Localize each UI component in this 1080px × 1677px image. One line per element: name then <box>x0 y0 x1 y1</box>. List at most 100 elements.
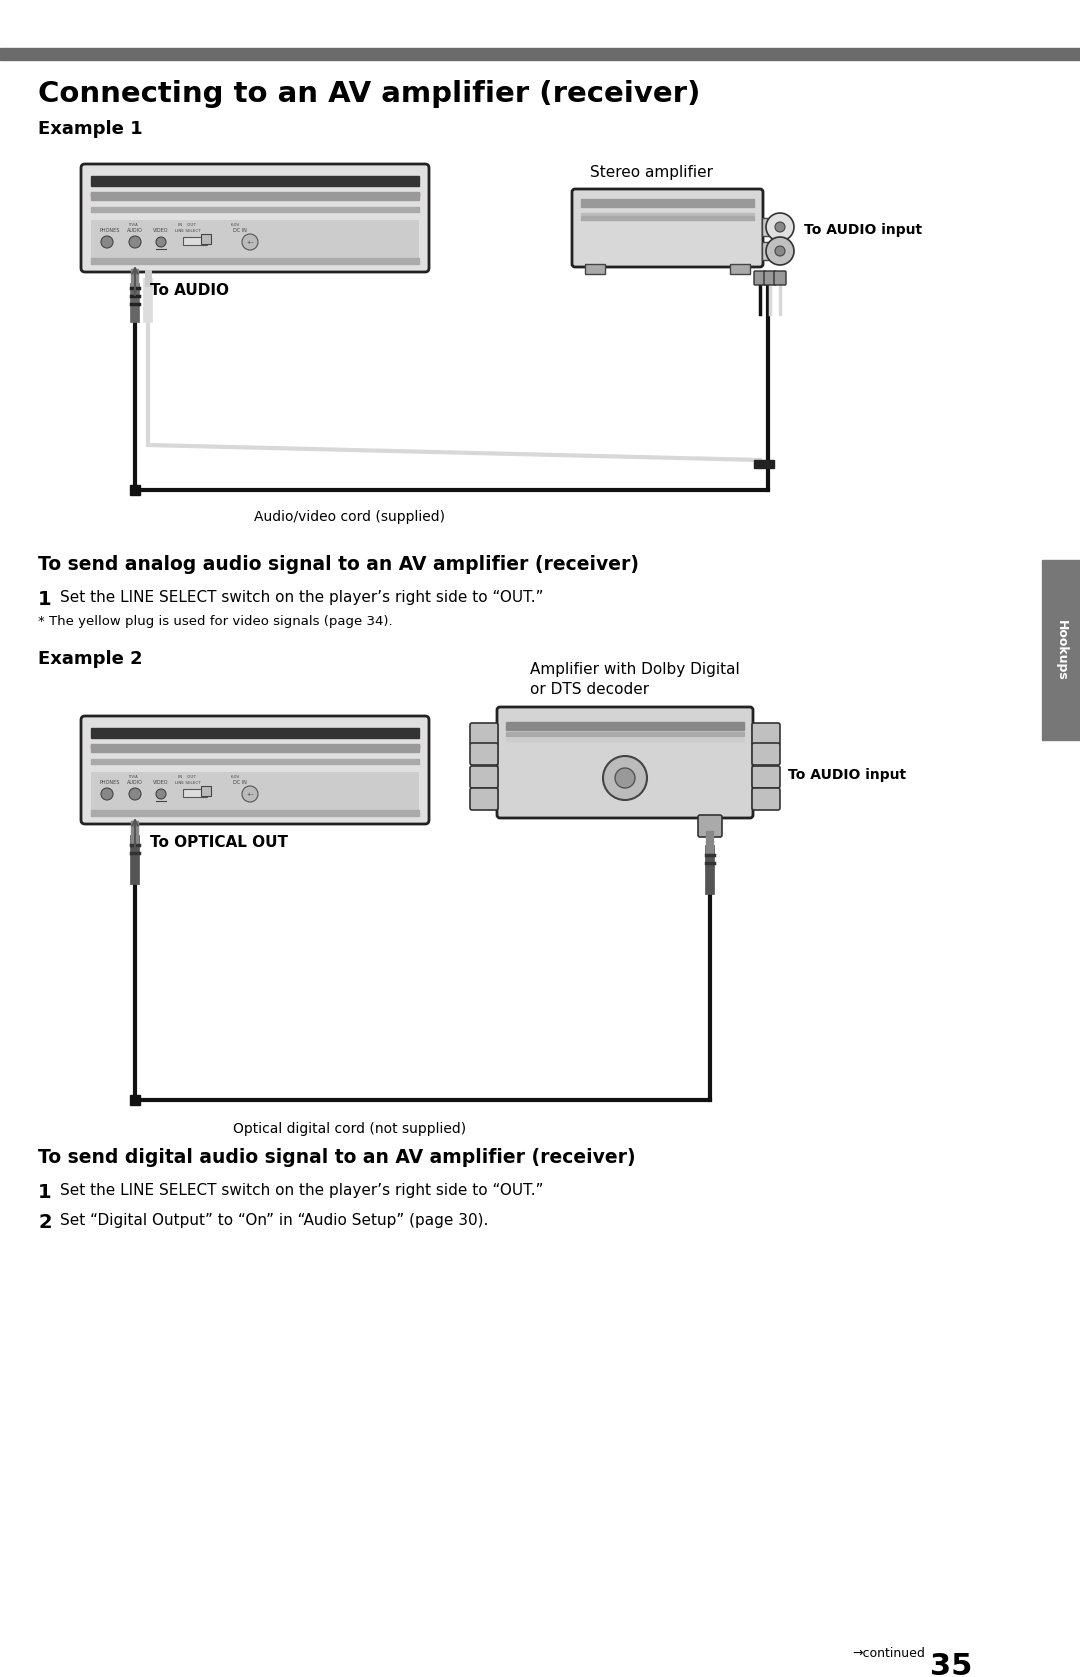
Bar <box>91 258 419 263</box>
FancyBboxPatch shape <box>81 716 429 823</box>
Text: Set the LINE SELECT switch on the player’s right side to “OUT.”: Set the LINE SELECT switch on the player… <box>60 1182 543 1197</box>
Text: +--: +-- <box>246 792 254 797</box>
Bar <box>183 236 207 245</box>
FancyBboxPatch shape <box>470 788 498 810</box>
Text: VIDEO: VIDEO <box>153 228 168 233</box>
Circle shape <box>156 236 166 247</box>
Text: Connecting to an AV amplifier (receiver): Connecting to an AV amplifier (receiver) <box>38 80 700 107</box>
Text: Amplifier with Dolby Digital: Amplifier with Dolby Digital <box>530 662 740 678</box>
Text: 1: 1 <box>38 1182 52 1202</box>
Circle shape <box>129 788 141 800</box>
Text: 6.0V: 6.0V <box>231 775 241 780</box>
FancyBboxPatch shape <box>752 766 780 788</box>
FancyBboxPatch shape <box>81 164 429 272</box>
FancyBboxPatch shape <box>752 723 780 745</box>
Circle shape <box>615 768 635 788</box>
Bar <box>91 191 419 200</box>
Bar <box>581 216 754 220</box>
Bar <box>1042 560 1080 740</box>
Text: PHONES: PHONES <box>99 228 120 233</box>
FancyBboxPatch shape <box>774 272 786 285</box>
Circle shape <box>242 787 258 802</box>
Text: 1: 1 <box>38 590 52 609</box>
Text: Set the LINE SELECT switch on the player’s right side to “OUT.”: Set the LINE SELECT switch on the player… <box>60 590 543 605</box>
Text: DC IN: DC IN <box>233 780 247 785</box>
Bar <box>581 213 754 216</box>
Text: To OPTICAL OUT: To OPTICAL OUT <box>150 835 288 850</box>
Bar <box>91 728 419 738</box>
Bar <box>91 745 419 751</box>
Bar <box>762 241 778 260</box>
Text: Stereo amplifier: Stereo amplifier <box>590 164 713 179</box>
Bar <box>91 771 419 812</box>
Text: LINE SELECT: LINE SELECT <box>175 230 201 233</box>
Text: or DTS decoder: or DTS decoder <box>530 683 649 698</box>
Circle shape <box>129 236 141 248</box>
Bar <box>91 193 419 196</box>
Text: +--: +-- <box>246 240 254 245</box>
Bar <box>507 738 744 741</box>
Text: Set “Digital Output” to “On” in “Audio Setup” (page 30).: Set “Digital Output” to “On” in “Audio S… <box>60 1212 488 1228</box>
Bar <box>91 220 419 260</box>
Circle shape <box>766 213 794 241</box>
Text: Audio/video cord (supplied): Audio/video cord (supplied) <box>255 510 446 523</box>
FancyBboxPatch shape <box>752 788 780 810</box>
Text: (TV)A: (TV)A <box>129 775 138 780</box>
Bar <box>507 731 744 736</box>
Circle shape <box>156 788 166 798</box>
Bar <box>762 218 778 236</box>
Text: Optical digital cord (not supplied): Optical digital cord (not supplied) <box>233 1122 467 1135</box>
Text: 6.0V: 6.0V <box>231 223 241 226</box>
Bar <box>130 485 140 495</box>
Text: 35: 35 <box>930 1652 972 1677</box>
Circle shape <box>242 235 258 250</box>
Text: AUDIO: AUDIO <box>127 228 143 233</box>
Text: To AUDIO input: To AUDIO input <box>804 223 922 236</box>
FancyBboxPatch shape <box>698 815 723 837</box>
Bar <box>730 263 750 273</box>
Bar <box>0 49 1080 60</box>
FancyBboxPatch shape <box>754 272 766 285</box>
Text: VIDEO: VIDEO <box>153 780 168 785</box>
Text: →continued: →continued <box>852 1647 924 1660</box>
Bar <box>91 745 419 748</box>
Bar <box>91 760 419 765</box>
Text: IN    OUT: IN OUT <box>178 775 195 780</box>
Circle shape <box>603 756 647 800</box>
Text: To AUDIO input: To AUDIO input <box>788 768 906 781</box>
FancyBboxPatch shape <box>470 743 498 765</box>
FancyBboxPatch shape <box>470 766 498 788</box>
Text: DC IN: DC IN <box>233 228 247 233</box>
Circle shape <box>775 221 785 231</box>
Circle shape <box>102 236 113 248</box>
Text: To AUDIO: To AUDIO <box>150 282 229 297</box>
FancyBboxPatch shape <box>764 272 777 285</box>
FancyBboxPatch shape <box>470 723 498 745</box>
Text: To send analog audio signal to an AV amplifier (receiver): To send analog audio signal to an AV amp… <box>38 555 639 574</box>
Text: AUDIO: AUDIO <box>127 780 143 785</box>
Text: 2: 2 <box>38 1212 52 1233</box>
Bar <box>91 810 419 817</box>
Bar <box>201 235 211 243</box>
Text: IN    OUT: IN OUT <box>178 223 195 226</box>
Circle shape <box>766 236 794 265</box>
Bar <box>130 1095 140 1105</box>
Text: Example 2: Example 2 <box>38 651 143 667</box>
Bar <box>581 200 754 206</box>
Bar <box>183 788 207 797</box>
Circle shape <box>102 788 113 800</box>
Bar <box>201 787 211 797</box>
Circle shape <box>775 247 785 257</box>
Bar <box>91 206 419 211</box>
Bar <box>91 176 419 186</box>
FancyBboxPatch shape <box>752 743 780 765</box>
Text: Hookups: Hookups <box>1054 619 1067 681</box>
Bar <box>754 459 774 468</box>
FancyBboxPatch shape <box>572 190 762 267</box>
Text: (TV)A: (TV)A <box>129 223 138 226</box>
Bar <box>585 263 605 273</box>
Text: * The yellow plug is used for video signals (page 34).: * The yellow plug is used for video sign… <box>38 615 393 627</box>
Text: To send digital audio signal to an AV amplifier (receiver): To send digital audio signal to an AV am… <box>38 1149 636 1167</box>
Text: PHONES: PHONES <box>99 780 120 785</box>
Text: Example 1: Example 1 <box>38 121 143 138</box>
